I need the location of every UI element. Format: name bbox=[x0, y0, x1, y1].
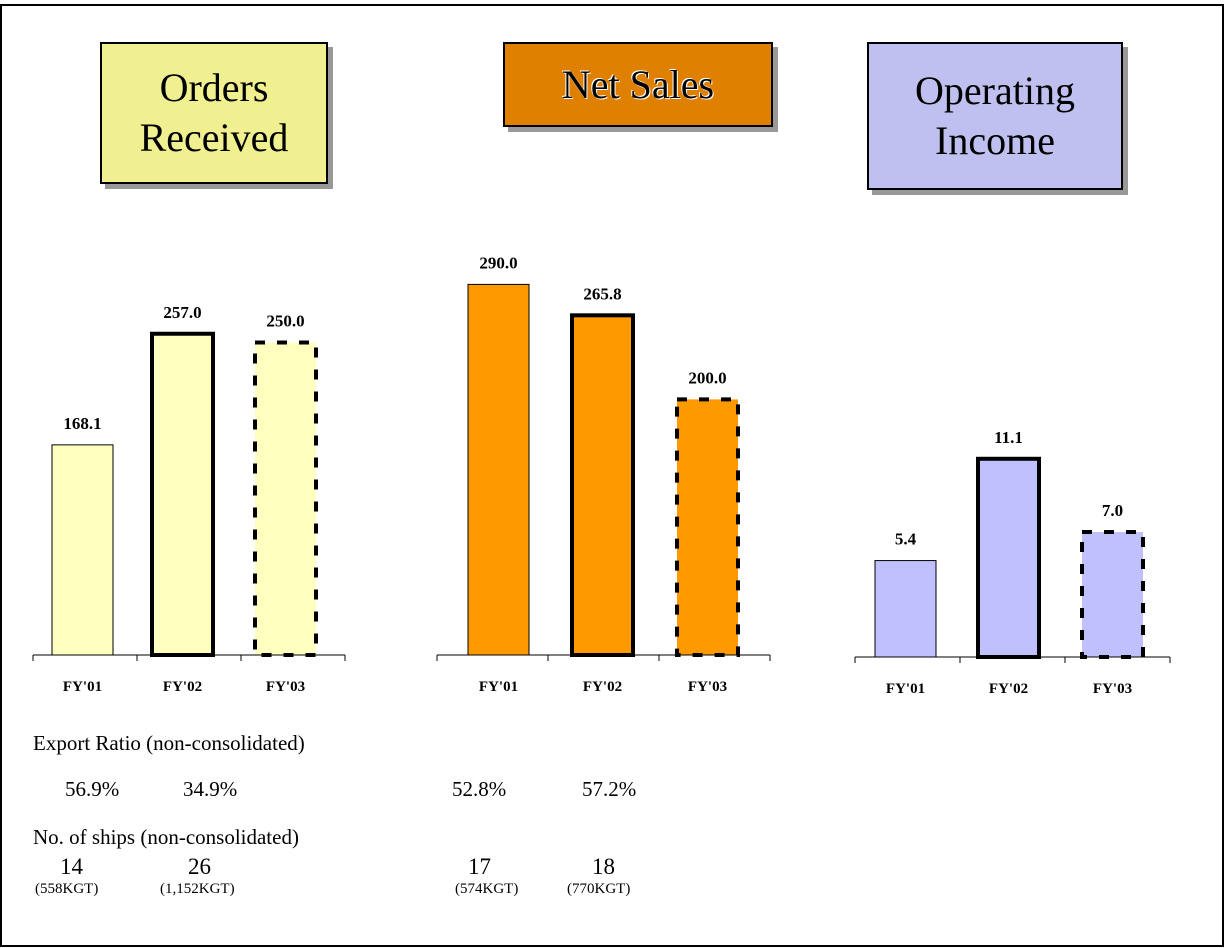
ship-count: 14 bbox=[60, 854, 84, 879]
ship-count: 17 bbox=[468, 854, 491, 879]
ship-gt: (770KGT) bbox=[567, 881, 630, 897]
value-label: 168.1 bbox=[63, 414, 101, 433]
value-label: 265.8 bbox=[583, 284, 621, 303]
ship-gt: (1,152KGT) bbox=[160, 881, 235, 897]
x-tick-label: FY'01 bbox=[479, 679, 518, 695]
x-tick-label: FY'02 bbox=[583, 679, 622, 695]
ship-count: 18 bbox=[592, 854, 615, 879]
value-label: 200.0 bbox=[688, 368, 726, 387]
value-label: 7.0 bbox=[1102, 501, 1123, 520]
value-label: 290.0 bbox=[479, 253, 517, 272]
x-tick-label: FY'03 bbox=[266, 679, 305, 695]
bar bbox=[1080, 530, 1145, 659]
frame bbox=[0, 4, 1224, 947]
bar bbox=[467, 283, 530, 656]
bar bbox=[51, 444, 114, 656]
title-box: Operating Income bbox=[867, 42, 1123, 190]
ship-gt: (558KGT) bbox=[35, 881, 98, 897]
bar bbox=[150, 331, 215, 657]
ship-gt: (574KGT) bbox=[455, 881, 518, 897]
bar bbox=[976, 456, 1041, 659]
bar bbox=[253, 340, 318, 657]
x-tick-label: FY'03 bbox=[1093, 681, 1132, 697]
value-label: 257.0 bbox=[163, 303, 201, 322]
x-tick-label: FY'01 bbox=[63, 679, 102, 695]
export-ratio-value: 52.8% bbox=[452, 777, 506, 801]
export-ratio-value: 34.9% bbox=[183, 777, 237, 801]
export-ratio-value: 57.2% bbox=[582, 777, 636, 801]
title-box: Orders Received bbox=[100, 42, 328, 184]
value-label: 5.4 bbox=[895, 530, 917, 549]
value-label: 11.1 bbox=[994, 428, 1023, 447]
ships-label: No. of ships (non-consolidated) bbox=[33, 825, 299, 849]
x-tick-label: FY'02 bbox=[989, 681, 1028, 697]
export-ratio-label: Export Ratio (non-consolidated) bbox=[33, 731, 305, 755]
bar bbox=[675, 397, 740, 657]
x-tick-label: FY'02 bbox=[163, 679, 202, 695]
x-tick-label: FY'01 bbox=[886, 681, 925, 697]
bar bbox=[874, 560, 937, 658]
bar bbox=[570, 313, 635, 657]
export-ratio-value: 56.9% bbox=[65, 777, 119, 801]
ship-count: 26 bbox=[188, 854, 211, 879]
x-tick-label: FY'03 bbox=[688, 679, 727, 695]
value-label: 250.0 bbox=[266, 312, 304, 331]
title-box: Net Sales bbox=[503, 42, 773, 127]
